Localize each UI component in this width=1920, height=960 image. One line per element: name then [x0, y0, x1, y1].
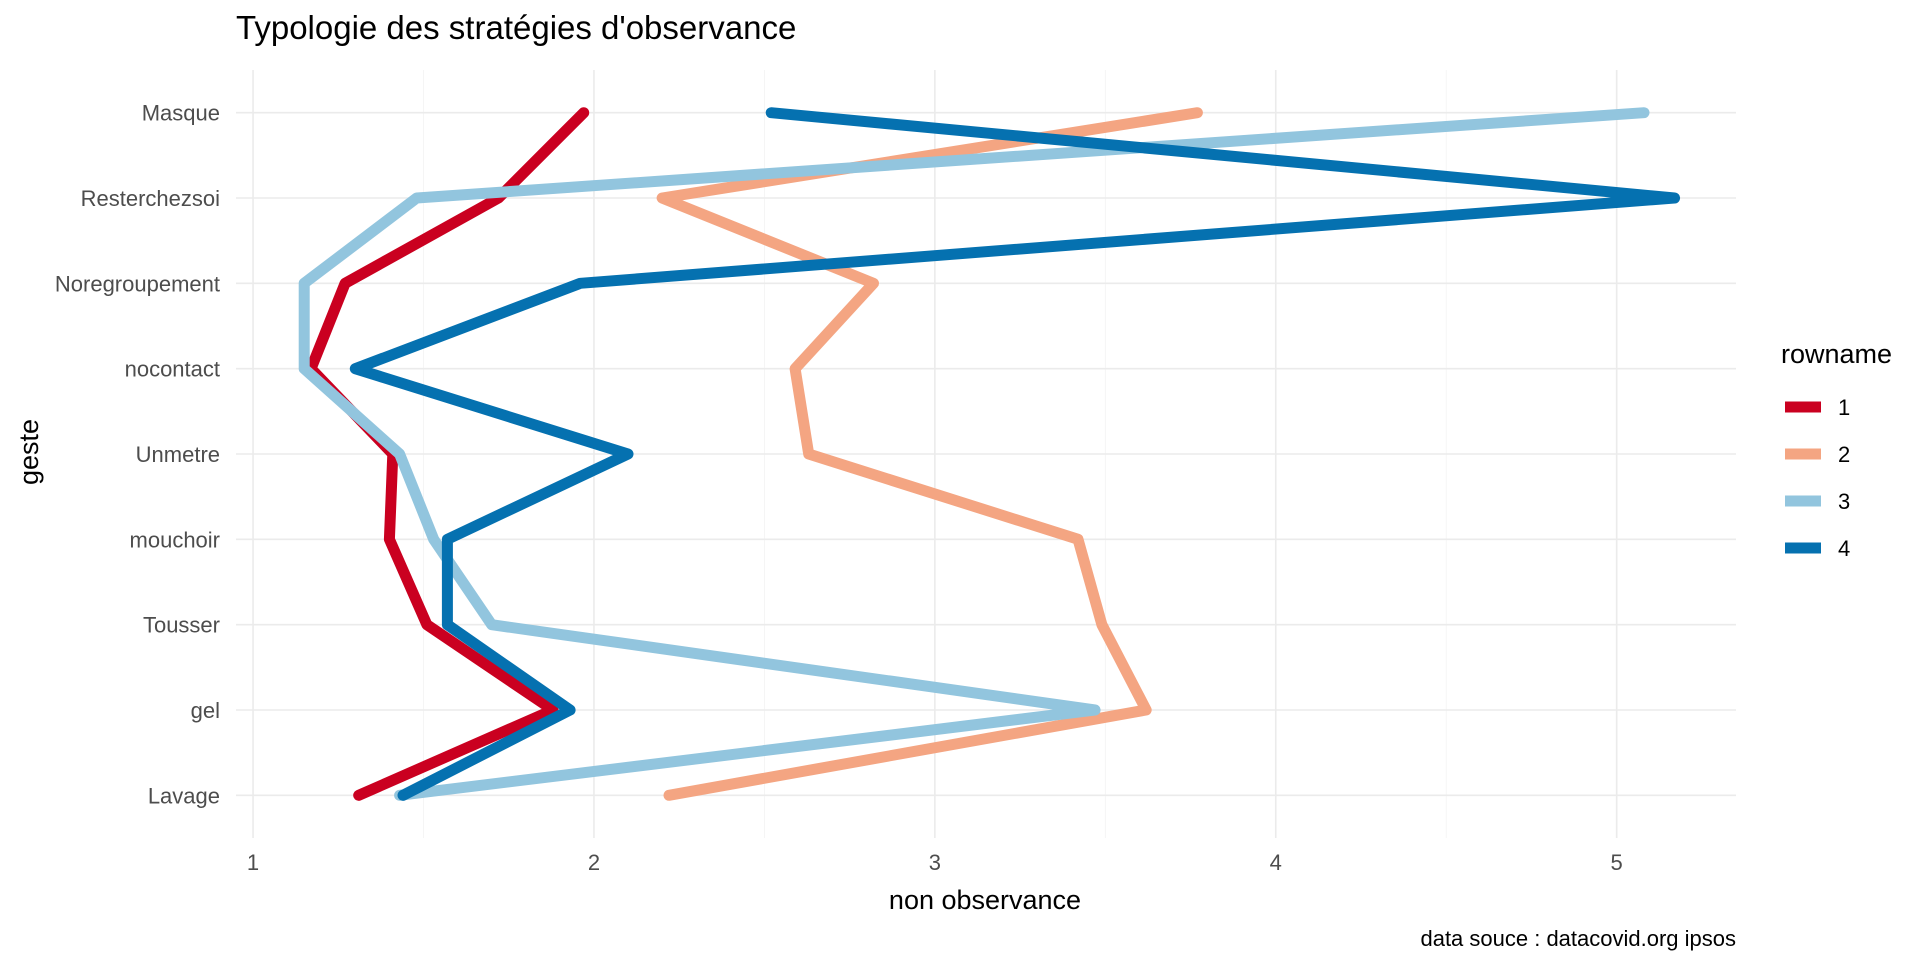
chart-title: Typologie des stratégies d'observance — [236, 9, 796, 46]
x-tick-label: 2 — [588, 850, 600, 875]
y-tick-label: nocontact — [125, 357, 220, 382]
x-tick-label: 4 — [1270, 850, 1282, 875]
series-group — [298, 107, 1681, 801]
y-axis-title: geste — [14, 419, 44, 485]
series-line-3 — [298, 107, 1650, 801]
legend-label-1: 1 — [1838, 395, 1850, 420]
y-tick-label: Masque — [142, 101, 220, 126]
x-tick-label: 5 — [1611, 850, 1623, 875]
y-tick-label: gel — [191, 698, 220, 723]
caption: data souce : datacovid.org ipsos — [1420, 926, 1736, 951]
y-tick-label: mouchoir — [130, 527, 220, 552]
y-tick-label: Unmetre — [136, 442, 220, 467]
x-axis-title: non observance — [889, 885, 1081, 915]
x-tick-label: 1 — [247, 850, 259, 875]
legend-title: rowname — [1781, 339, 1892, 369]
x-tick-labels: 1 2 3 4 5 — [247, 850, 1623, 875]
legend-label-4: 4 — [1838, 536, 1850, 561]
legend-label-3: 3 — [1838, 489, 1850, 514]
y-tick-labels: Lavage gel Tousser mouchoir Unmetre nocontact… — [55, 101, 220, 809]
y-tick-label: Noregroupement — [55, 271, 220, 296]
y-tick-label: Tousser — [143, 613, 220, 638]
legend-label-2: 2 — [1838, 442, 1850, 467]
y-tick-label: Lavage — [148, 783, 220, 808]
series-line-2 — [656, 107, 1203, 801]
y-tick-label: Resterchezsoi — [81, 186, 220, 211]
legend: rowname 1 2 3 4 — [1781, 339, 1892, 561]
x-tick-label: 3 — [929, 850, 941, 875]
series-line-4 — [349, 107, 1681, 801]
